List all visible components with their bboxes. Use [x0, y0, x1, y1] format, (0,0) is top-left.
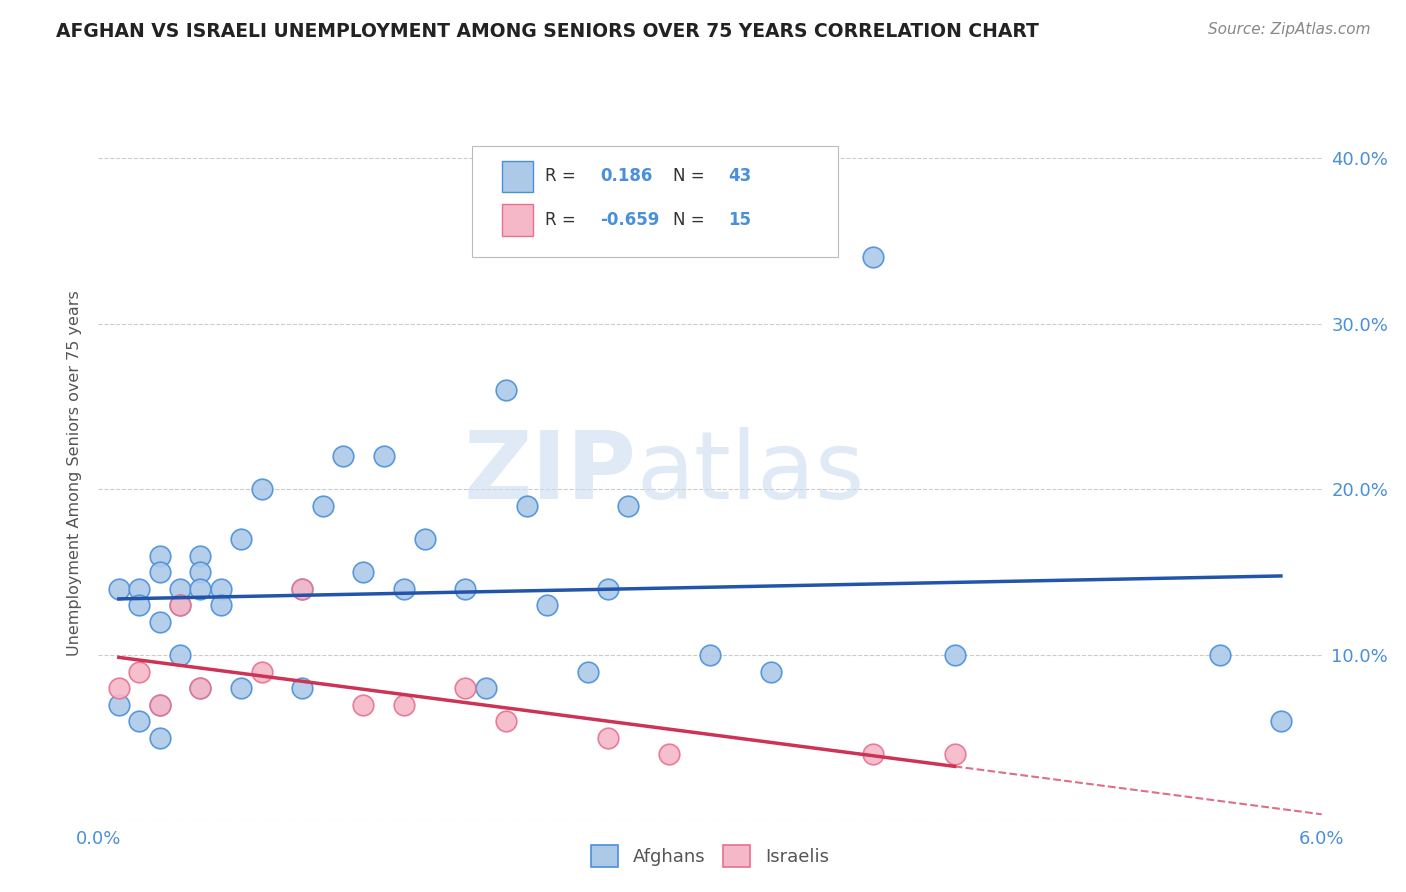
- Point: [291, 582, 314, 596]
- Point: [617, 499, 640, 513]
- Text: 43: 43: [728, 167, 752, 185]
- Point: [108, 698, 131, 712]
- Point: [149, 549, 172, 563]
- Point: [188, 582, 212, 596]
- Text: ZIP: ZIP: [464, 426, 637, 519]
- Point: [149, 731, 172, 745]
- Point: [576, 665, 599, 679]
- Point: [149, 615, 172, 629]
- Point: [169, 599, 191, 613]
- Text: N =: N =: [673, 211, 710, 229]
- Text: AFGHAN VS ISRAELI UNEMPLOYMENT AMONG SENIORS OVER 75 YEARS CORRELATION CHART: AFGHAN VS ISRAELI UNEMPLOYMENT AMONG SEN…: [56, 22, 1039, 41]
- Point: [291, 582, 314, 596]
- Text: Source: ZipAtlas.com: Source: ZipAtlas.com: [1208, 22, 1371, 37]
- Point: [352, 565, 374, 579]
- Point: [536, 599, 558, 613]
- Point: [699, 648, 721, 662]
- Point: [392, 582, 416, 596]
- Point: [108, 582, 131, 596]
- Point: [332, 449, 354, 463]
- Point: [291, 681, 314, 695]
- Point: [149, 565, 172, 579]
- Point: [188, 565, 212, 579]
- Point: [862, 251, 884, 265]
- Point: [516, 499, 538, 513]
- Point: [352, 698, 374, 712]
- Point: [231, 532, 253, 546]
- Point: [128, 665, 150, 679]
- Point: [454, 681, 477, 695]
- Text: R =: R =: [546, 211, 581, 229]
- FancyBboxPatch shape: [471, 145, 838, 257]
- FancyBboxPatch shape: [502, 204, 533, 235]
- Point: [413, 532, 436, 546]
- Point: [128, 714, 150, 729]
- Text: 15: 15: [728, 211, 751, 229]
- Point: [250, 665, 273, 679]
- Point: [250, 483, 273, 497]
- Point: [209, 582, 232, 596]
- Point: [495, 714, 517, 729]
- Point: [169, 582, 191, 596]
- Point: [373, 449, 395, 463]
- Point: [188, 681, 212, 695]
- Point: [169, 648, 191, 662]
- Text: atlas: atlas: [637, 426, 865, 519]
- Text: R =: R =: [546, 167, 581, 185]
- Point: [188, 681, 212, 695]
- Point: [149, 698, 172, 712]
- Point: [598, 582, 620, 596]
- Point: [128, 582, 150, 596]
- Point: [1208, 648, 1232, 662]
- Point: [149, 698, 172, 712]
- Point: [862, 747, 884, 762]
- Point: [188, 549, 212, 563]
- Point: [128, 599, 150, 613]
- Point: [474, 681, 498, 695]
- Point: [943, 648, 966, 662]
- Point: [231, 681, 253, 695]
- Point: [209, 599, 232, 613]
- Text: 0.186: 0.186: [600, 167, 652, 185]
- Point: [1270, 714, 1292, 729]
- Point: [761, 665, 783, 679]
- Point: [108, 681, 131, 695]
- Point: [598, 731, 620, 745]
- Legend: Afghans, Israelis: Afghans, Israelis: [583, 838, 837, 874]
- Point: [311, 499, 335, 513]
- Point: [454, 582, 477, 596]
- FancyBboxPatch shape: [502, 161, 533, 192]
- Text: -0.659: -0.659: [600, 211, 659, 229]
- Text: N =: N =: [673, 167, 710, 185]
- Y-axis label: Unemployment Among Seniors over 75 years: Unemployment Among Seniors over 75 years: [67, 290, 83, 656]
- Point: [943, 747, 966, 762]
- Point: [169, 599, 191, 613]
- Point: [392, 698, 416, 712]
- Point: [658, 747, 681, 762]
- Point: [495, 383, 517, 397]
